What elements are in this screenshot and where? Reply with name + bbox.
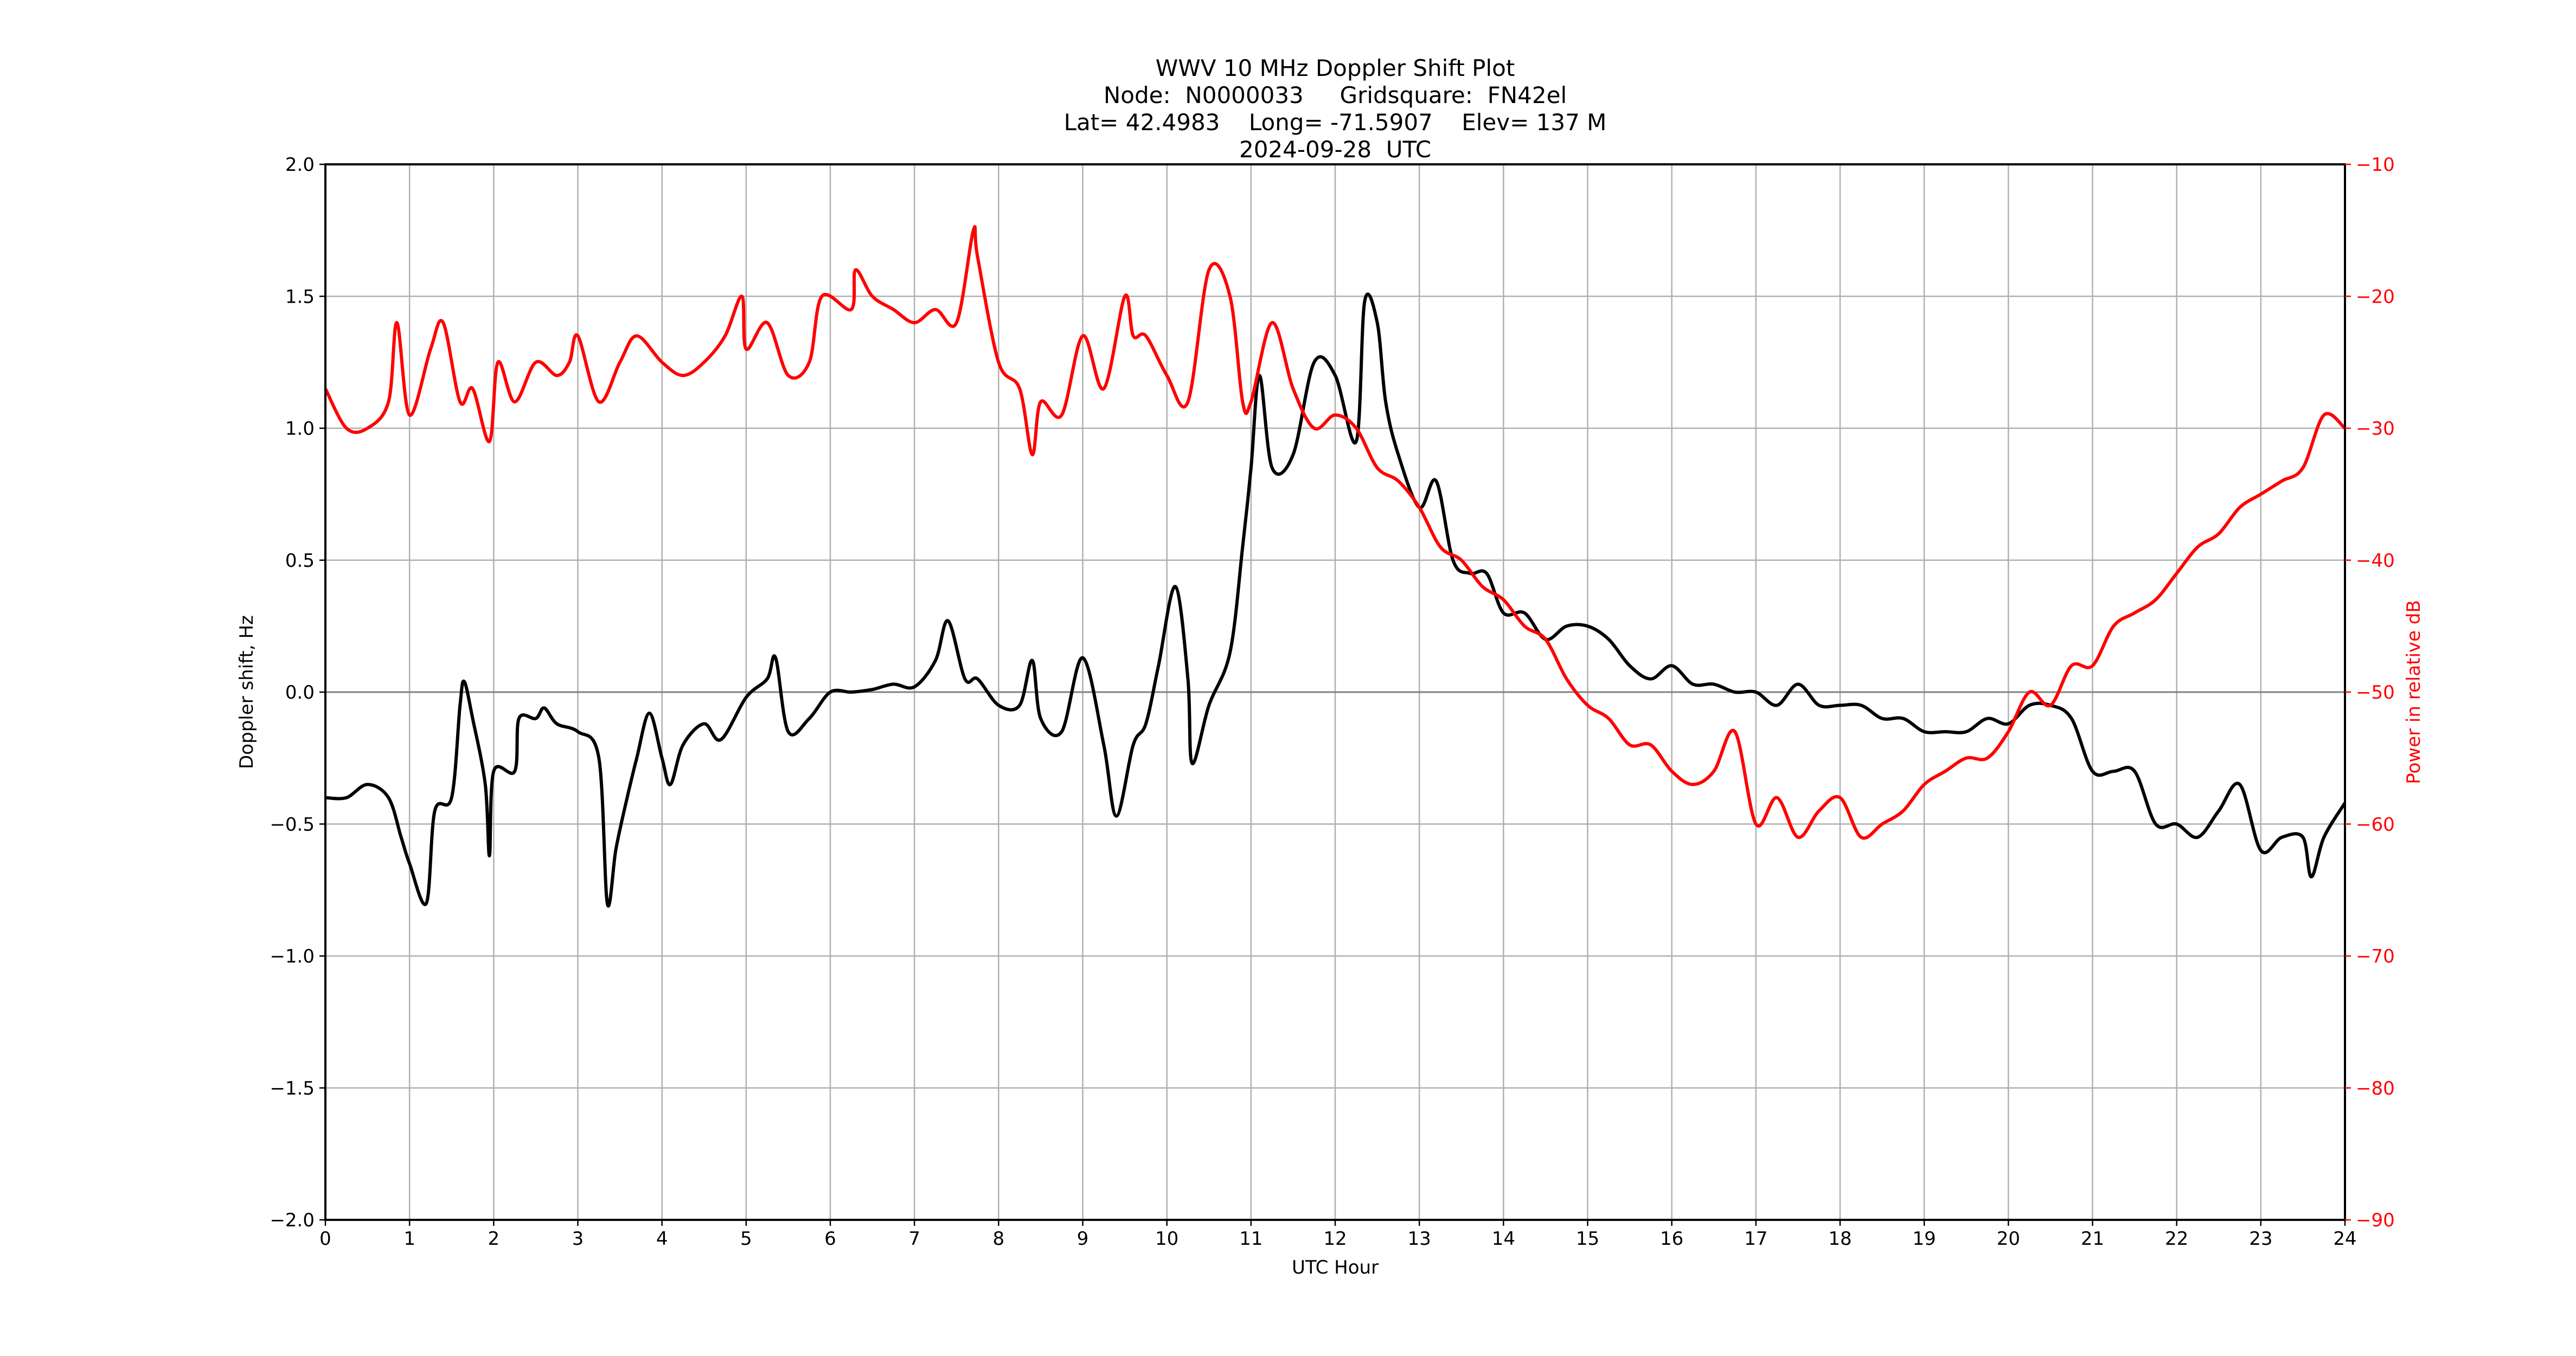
x-tick-label: 1 <box>403 1228 415 1250</box>
y2-tick-label: −30 <box>2356 418 2395 440</box>
series-group <box>324 225 2347 908</box>
x-tick-label: 11 <box>1239 1228 1263 1250</box>
y2-tick-label: −60 <box>2356 814 2395 835</box>
y2-tick-label: −50 <box>2356 682 2395 703</box>
x-tick-label: 16 <box>1660 1228 1683 1250</box>
doppler-line <box>325 292 2347 908</box>
x-tick-label: 22 <box>2165 1228 2188 1250</box>
y-axis-label: Doppler shift, Hz <box>236 615 258 769</box>
title-line-4: 2024-09-28 UTC <box>1239 136 1431 163</box>
y-tick-label: 0.0 <box>285 682 315 703</box>
y2-axis-label: Power in relative dB <box>2403 600 2425 784</box>
y-tick-label: 1.0 <box>285 418 315 440</box>
x-tick-label: 0 <box>319 1228 331 1250</box>
x-tick-label: 8 <box>993 1228 1005 1250</box>
y-tick-label: 0.5 <box>285 550 315 572</box>
title-line-3: Lat= 42.4983 Long= -71.5907 Elev= 137 M <box>1064 109 1607 136</box>
x-tick-label: 17 <box>1744 1228 1767 1250</box>
title-line-1: WWV 10 MHz Doppler Shift Plot <box>1156 55 1515 81</box>
y-tick-label: 2.0 <box>285 154 315 176</box>
x-axis-label: UTC Hour <box>1292 1257 1379 1278</box>
x-tick-label: 3 <box>572 1228 584 1250</box>
x-tick-label: 13 <box>1408 1228 1431 1250</box>
y-tick-label: −1.5 <box>270 1078 315 1099</box>
x-tick-label: 4 <box>656 1228 668 1250</box>
y2-tick-label: −70 <box>2356 946 2395 968</box>
power-line <box>324 225 2346 840</box>
y-tick-label: −2.0 <box>270 1210 315 1231</box>
x-tick-label: 10 <box>1155 1228 1178 1250</box>
y-tick-label: −0.5 <box>270 814 315 835</box>
x-tick-label: 20 <box>1997 1228 2020 1250</box>
y-tick-label: −1.0 <box>270 946 315 968</box>
x-tick-label: 24 <box>2333 1228 2356 1250</box>
x-tick-label: 2 <box>488 1228 500 1250</box>
x-tick-label: 5 <box>740 1228 752 1250</box>
y-tick-label: 1.5 <box>285 286 315 308</box>
grid <box>324 163 2346 1221</box>
ticks: 0 1 2 3 4 5 6 7 8 9 10 11 12 13 14 15 16 17 18 19 20 21 22 23 24… <box>270 154 2394 1250</box>
x-tick-label: 6 <box>824 1228 836 1250</box>
chart-title: WWV 10 MHz Doppler Shift Plot Node: N000… <box>1064 55 1607 163</box>
x-tick-label: 14 <box>1492 1228 1515 1250</box>
x-tick-label: 18 <box>1828 1228 1851 1250</box>
y2-tick-label: −10 <box>2356 154 2395 176</box>
x-tick-label: 12 <box>1323 1228 1347 1250</box>
y2-tick-label: −80 <box>2356 1078 2395 1099</box>
x-tick-label: 23 <box>2249 1228 2272 1250</box>
y2-tick-label: −90 <box>2356 1210 2395 1231</box>
title-line-2: Node: N0000033 Gridsquare: FN42el <box>1104 82 1567 108</box>
y2-tick-label: −40 <box>2356 550 2395 572</box>
x-tick-label: 19 <box>1913 1228 1936 1250</box>
x-tick-label: 15 <box>1576 1228 1599 1250</box>
x-tick-label: 21 <box>2081 1228 2104 1250</box>
x-tick-label: 7 <box>908 1228 920 1250</box>
y2-tick-label: −20 <box>2356 286 2395 308</box>
x-tick-label: 9 <box>1077 1228 1089 1250</box>
